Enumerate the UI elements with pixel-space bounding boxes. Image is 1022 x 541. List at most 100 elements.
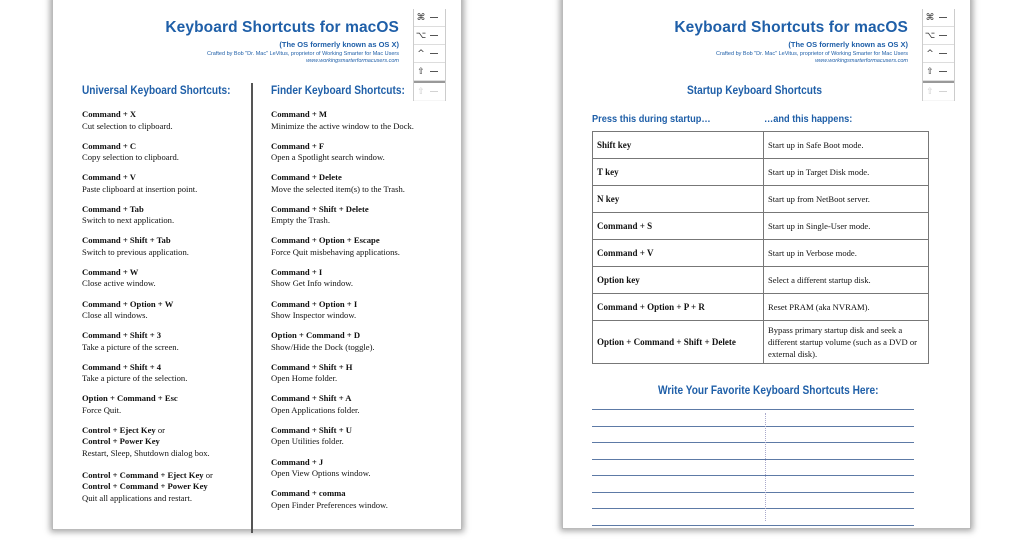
page-right: Keyboard Shortcuts for macOS (The OS for… <box>562 0 971 529</box>
shortcut-description: Open Home folder. <box>271 373 338 384</box>
page-header: Keyboard Shortcuts for macOS (The OS for… <box>165 19 399 64</box>
shortcut-keys: Control + Command + Eject Key <box>82 469 204 480</box>
shortcut-keys: Command + V <box>82 172 136 183</box>
key-label-line <box>430 53 438 54</box>
modifier-key-icon: ^ <box>417 48 425 59</box>
shortcut-entry: Command + X Cut selection to clipboard. <box>82 109 213 141</box>
doc-credit: Crafted by Bob "Dr. Mac" LeVitus, propri… <box>207 51 399 57</box>
startup-keys: Command + Option + P + R <box>592 293 764 321</box>
shortcut-keys: Command + W <box>82 266 139 277</box>
startup-keys: N key <box>592 185 764 213</box>
shortcut-description: Take a picture of the selection. <box>82 373 188 384</box>
table-row: Option key Select a different startup dis… <box>592 266 929 294</box>
modifier-keys-graphic: ⌘ ⌥ ^ ⇧ ⇧ <box>922 9 955 101</box>
modifier-key-icon: ⇧ <box>417 86 425 97</box>
page-header: Keyboard Shortcuts for macOS (The OS for… <box>674 19 908 64</box>
shortcut-description: Show/Hide the Dock (toggle). <box>271 341 375 352</box>
page-left: Keyboard Shortcuts for macOS (The OS for… <box>52 0 462 533</box>
table-row: Command + S Start up in Single-User mode. <box>592 212 929 240</box>
shortcut-entry: Command + J Open View Options window. <box>271 457 414 489</box>
startup-keys: Command + V <box>592 239 764 267</box>
modifier-key-row: ⌘ <box>414 9 445 27</box>
shortcut-description: Copy selection to clipboard. <box>82 152 179 163</box>
startup-result: Reset PRAM (aka NVRAM). <box>763 293 929 321</box>
shortcut-description: Open View Options window. <box>271 468 371 479</box>
finder-list: Command + M Minimize the active window to… <box>271 109 414 520</box>
shortcut-entry: Option + Command + D Show/Hide the Dock (… <box>271 330 414 362</box>
key-label-line <box>939 17 947 18</box>
shortcut-keys: Command + Shift + U <box>271 424 352 435</box>
shortcut-entry: Command + W Close active window. <box>82 267 213 299</box>
key-label-line <box>430 35 438 36</box>
shelf-line <box>923 81 954 83</box>
startup-keys: Command + S <box>592 212 764 240</box>
startup-keys: Shift key <box>592 131 764 159</box>
shortcut-description: Paste clipboard at insertion point. <box>82 183 198 194</box>
modifier-key-row: ⌥ <box>923 27 954 45</box>
modifier-key-icon: ⇧ <box>417 66 425 77</box>
write-in-lines <box>592 409 914 541</box>
shortcut-entry: Command + Shift + A Open Applications fol… <box>271 393 414 425</box>
shortcut-entry: Command + I Show Get Info window. <box>271 267 414 299</box>
startup-result: Bypass primary startup disk and seek a d… <box>763 320 929 364</box>
modifier-key-row: ⇧ <box>923 83 954 101</box>
modifier-key-icon: ⌘ <box>416 12 426 23</box>
startup-result: Start up in Safe Boot mode. <box>763 131 929 159</box>
shortcut-entry: Option + Command + Esc Force Quit. <box>82 393 213 425</box>
write-in-divider <box>765 413 766 521</box>
shortcut-entry: Command + comma Open Finder Preferences w… <box>271 488 414 520</box>
shortcut-description: Switch to previous application. <box>82 246 189 257</box>
universal-list: Command + X Cut selection to clipboard. Co… <box>82 109 213 515</box>
shortcut-entry: Command + Shift + U Open Utilities folder… <box>271 425 414 457</box>
shortcut-keys: Command + Tab <box>82 203 144 214</box>
modifier-key-row: ⇧ <box>414 63 445 81</box>
doc-subtitle: (The OS formerly known as OS X) <box>788 40 908 49</box>
shelf-line <box>414 81 445 83</box>
shortcut-description: Close all windows. <box>82 310 148 321</box>
modifier-key-row: ⇧ <box>923 63 954 81</box>
shortcut-keys: Command + C <box>82 140 137 151</box>
shortcut-keys: Command + Option + W <box>82 298 174 309</box>
shortcut-entry: Command + Delete Move the selected item(s… <box>271 172 414 204</box>
startup-keys: T key <box>592 158 764 186</box>
shortcut-entry: Command + Option + Escape Force Quit misb… <box>271 235 414 267</box>
table-row: Command + Option + P + R Reset PRAM (aka … <box>592 293 929 321</box>
shortcut-entry: Command + Shift + H Open Home folder. <box>271 362 414 394</box>
shortcut-entry: Command + Tab Switch to next application. <box>82 204 213 236</box>
startup-result: Start up from NetBoot server. <box>763 185 929 213</box>
startup-result: Start up in Verbose mode. <box>763 239 929 267</box>
shortcut-keys: Command + Shift + H <box>271 361 353 372</box>
shortcut-description: Open a Spotlight search window. <box>271 152 385 163</box>
modifier-key-icon: ^ <box>926 48 934 59</box>
shortcut-keys: Command + I <box>271 266 323 277</box>
shortcut-keys: Command + Option + Escape <box>271 235 380 246</box>
shortcut-description: Move the selected item(s) to the Trash. <box>271 183 405 194</box>
doc-title: Keyboard Shortcuts for macOS <box>674 19 908 36</box>
startup-keys: Option key <box>592 266 764 294</box>
shortcut-entry: Command + Shift + Tab Switch to previous … <box>82 235 213 267</box>
shortcut-description: Force Quit. <box>82 404 122 415</box>
shortcut-keys: Command + Shift + A <box>271 393 352 404</box>
shortcut-description: Cut selection to clipboard. <box>82 120 173 131</box>
doc-url: www.workingsmarterformacusers.com <box>306 58 399 64</box>
startup-table: Shift key Start up in Safe Boot mode. T ke… <box>592 131 929 364</box>
shortcut-keys-alt: Control + Command + Power Key <box>82 481 208 492</box>
shortcut-entry: Command + C Copy selection to clipboard. <box>82 141 213 173</box>
shortcut-keys: Command + Shift + Tab <box>82 235 171 246</box>
shortcut-entry: Command + Shift + 4 Take a picture of the… <box>82 362 213 394</box>
shortcut-keys: Command + M <box>271 109 327 119</box>
shortcut-keys: Option + Command + D <box>271 330 361 341</box>
shortcut-keys: Command + J <box>271 456 324 467</box>
shortcut-keys: Command + Delete <box>271 172 342 183</box>
doc-subtitle: (The OS formerly known as OS X) <box>279 40 399 49</box>
shortcut-entry: Command + Shift + Delete Empty the Trash. <box>271 204 414 236</box>
modifier-key-row: ⌘ <box>923 9 954 27</box>
shortcut-entry: Command + Option + W Close all windows. <box>82 299 213 331</box>
shortcut-description: Show Get Info window. <box>271 278 354 289</box>
or-text: or <box>205 469 213 480</box>
key-label-line <box>939 91 947 92</box>
table-row: N key Start up from NetBoot server. <box>592 185 929 213</box>
doc-credit: Crafted by Bob "Dr. Mac" LeVitus, propri… <box>716 51 908 57</box>
table-row: Option + Command + Shift + Delete Bypass … <box>592 320 929 364</box>
doc-title: Keyboard Shortcuts for macOS <box>165 19 399 36</box>
